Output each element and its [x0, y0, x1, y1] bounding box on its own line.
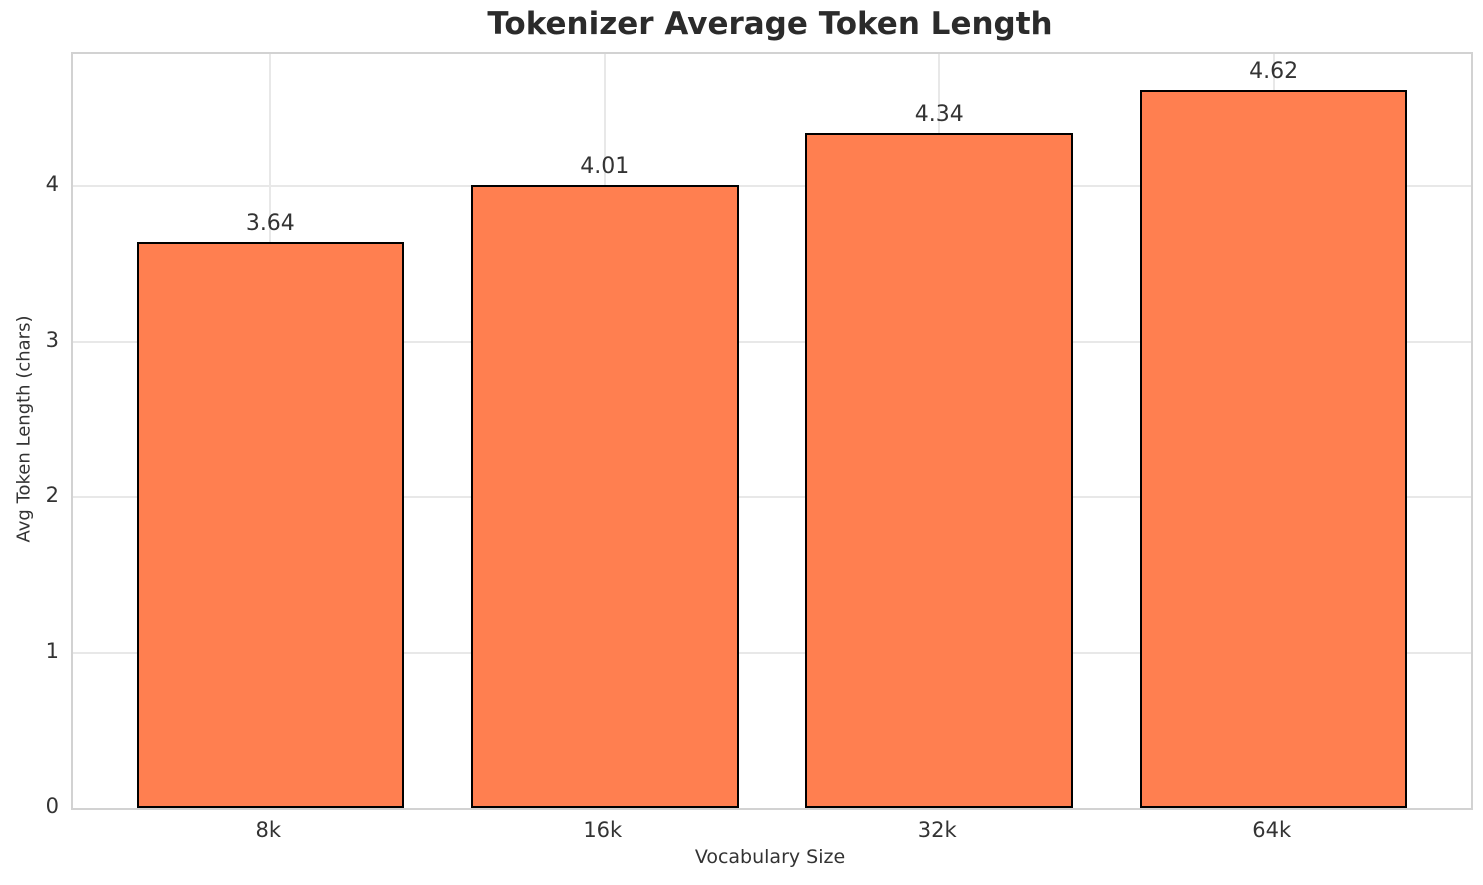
bar: [470, 184, 739, 808]
y-tick-label: 3: [45, 327, 59, 352]
bar-value-label: 4.62: [1249, 58, 1299, 84]
y-tick-label: 2: [45, 483, 59, 508]
x-tick-label: 64k: [1252, 818, 1292, 842]
plot-area: 3.64 4.01 4.34 4.62: [71, 52, 1473, 810]
x-tick-label: 8k: [255, 818, 282, 842]
chart-title: Tokenizer Average Token Length: [487, 6, 1053, 42]
x-tick-label: 16k: [583, 818, 623, 842]
gridline-h: [73, 496, 1471, 499]
bar-value-label: 3.64: [245, 211, 295, 237]
bar: [805, 133, 1073, 808]
bar-value-label: 4.34: [914, 102, 964, 128]
y-tick-label: 1: [45, 638, 59, 663]
y-tick-label: 4: [45, 172, 59, 197]
bar: [136, 242, 405, 808]
gridline-h: [73, 185, 1471, 188]
bar-value-label: 4.01: [580, 153, 630, 179]
x-tick-label: 32k: [917, 818, 957, 842]
gridline-h: [73, 651, 1471, 654]
y-tick-label: 0: [45, 794, 59, 818]
x-axis-label: Vocabulary Size: [694, 846, 846, 868]
gridline-h: [73, 340, 1471, 343]
bar: [1139, 89, 1408, 808]
